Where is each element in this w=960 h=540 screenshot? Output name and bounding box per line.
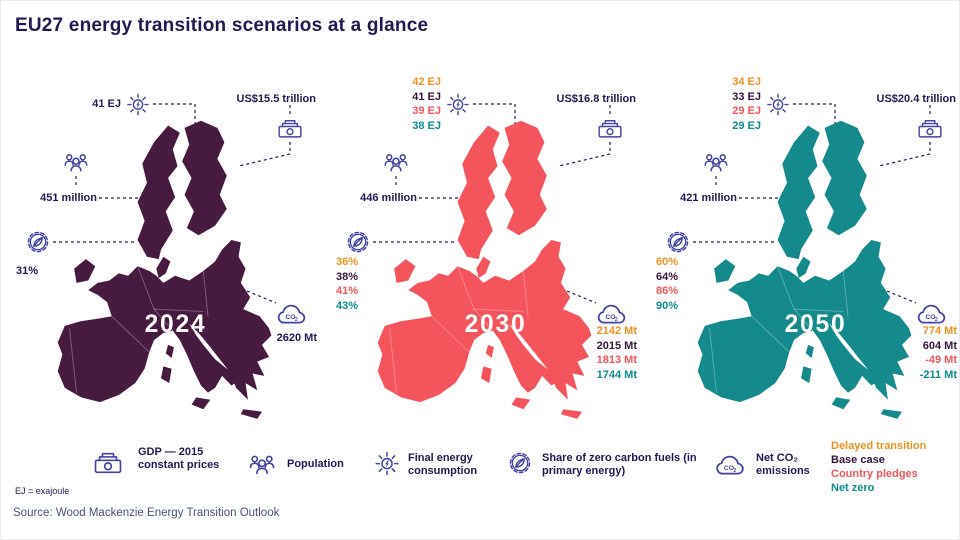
energy-value-base: 41 EJ <box>92 98 121 110</box>
co2-emission-values: 2620 Mt <box>239 331 317 346</box>
co2-icon <box>713 451 747 478</box>
co2-value-pledges: 1813 Mt <box>596 354 637 366</box>
zero-carbon-icon <box>344 228 372 256</box>
gdp-value: US$15.5 trillion <box>236 93 316 105</box>
co2-value-base: 604 Mt <box>922 339 957 352</box>
gdp-icon <box>917 115 943 141</box>
legend-co2-label: Net CO₂ emissions <box>756 452 810 477</box>
population-value: 421 million <box>680 192 737 204</box>
gdp-icon <box>597 115 623 141</box>
legend-gdp-label: GDP — 2015 constant prices <box>138 446 220 471</box>
share-value-delayed: 60% <box>656 256 679 268</box>
co2-icon <box>595 300 628 327</box>
zero-carbon-icon <box>664 228 692 256</box>
share-value-base: 64% <box>656 270 679 283</box>
share-value-base: 38% <box>336 270 359 283</box>
co2-value-netzero: 1744 Mt <box>596 368 637 381</box>
eu27-map-2050: 2050 <box>697 120 912 420</box>
energy-consumption-values: 34 EJ 33 EJ 29 EJ 29 EJ <box>699 75 761 133</box>
population-icon <box>382 147 410 175</box>
share-value-delayed: 36% <box>336 256 359 268</box>
scenario-legend: Delayed transition Base case Country ple… <box>831 439 926 495</box>
population-icon <box>702 147 730 175</box>
share-value-netzero: 43% <box>336 299 359 312</box>
energy-value-pledges: 29 EJ <box>732 105 761 117</box>
gdp-icon <box>277 115 303 141</box>
energy-value-pledges: 39 EJ <box>412 105 441 117</box>
share-value-base: 31% <box>16 265 39 277</box>
energy-value-delayed: 34 EJ <box>732 76 761 88</box>
eu27-map-2030: 2030 <box>377 120 592 420</box>
co2-value-netzero: -211 Mt <box>919 368 957 381</box>
footnote: EJ = exajoule <box>15 486 70 496</box>
energy-value-base: 33 EJ <box>732 90 761 103</box>
energy-value-netzero: 29 EJ <box>732 119 761 132</box>
year-label: 2024 <box>145 311 207 338</box>
co2-value-base: 2015 Mt <box>596 339 637 352</box>
zero-carbon-icon <box>506 449 534 477</box>
population-value: 451 million <box>40 192 97 204</box>
co2-icon <box>915 300 948 327</box>
year-label: 2050 <box>785 311 847 338</box>
energy-icon <box>445 91 471 117</box>
co2-value-delayed: 2142 Mt <box>596 325 637 337</box>
energy-icon <box>765 91 791 117</box>
panel-2050: 2050 34 EJ 33 EJ 29 EJ 29 EJ US$20.4 tri… <box>641 1 959 446</box>
energy-consumption-values: 42 EJ 41 EJ 39 EJ 38 EJ <box>379 75 441 133</box>
share-value-pledges: 41% <box>336 285 359 297</box>
energy-icon <box>373 449 401 477</box>
share-value-pledges: 86% <box>656 285 679 297</box>
scenario-base-case: Base case <box>831 454 885 466</box>
co2-emission-values: 2142 Mt 2015 Mt 1813 Mt 1744 Mt <box>559 324 637 382</box>
gdp-value: US$16.8 trillion <box>556 93 636 105</box>
co2-value-pledges: -49 Mt <box>925 354 957 366</box>
energy-value-netzero: 38 EJ <box>412 119 441 132</box>
energy-value-delayed: 42 EJ <box>412 76 441 88</box>
legend-energy-label: Final energy consumption <box>408 452 478 477</box>
population-value: 446 million <box>360 192 417 204</box>
energy-icon <box>125 91 151 117</box>
energy-consumption-values: 41 EJ <box>59 97 121 112</box>
scenario-delayed-transition: Delayed transition <box>831 440 927 452</box>
co2-value-delayed: 774 Mt <box>922 325 957 337</box>
gdp-value: US$20.4 trillion <box>876 93 956 105</box>
year-label: 2030 <box>465 311 527 338</box>
source-line: Source: Wood Mackenzie Energy Transition… <box>13 507 280 519</box>
scenario-country-pledges: Country pledges <box>831 468 918 480</box>
gdp-icon <box>93 447 123 477</box>
co2-emission-values: 774 Mt 604 Mt -49 Mt -211 Mt <box>879 324 957 382</box>
panel-2030: 2030 42 EJ 41 EJ 39 EJ 38 EJ US$16.8 tri… <box>321 1 641 446</box>
zero-carbon-icon <box>24 228 52 256</box>
zero-carbon-share-values: 31% <box>16 264 88 279</box>
population-icon <box>247 448 277 478</box>
co2-value-base: 2620 Mt <box>276 332 317 344</box>
energy-value-base: 41 EJ <box>412 90 441 103</box>
page-title: EU27 energy transition scenarios at a gl… <box>15 15 429 36</box>
co2-icon <box>275 300 308 327</box>
zero-carbon-share-values: 60% 64% 86% 90% <box>656 255 728 313</box>
legend-population-label: Population <box>287 458 344 470</box>
scenario-net-zero: Net zero <box>831 482 875 494</box>
panel-2024: 2024 41 EJ US$15.5 trillion 451 million … <box>1 1 321 446</box>
eu27-map-2024: 2024 <box>57 120 272 420</box>
share-value-netzero: 90% <box>656 299 679 312</box>
legend-zero-carbon-label: Share of zero carbon fuels (in primary e… <box>542 452 697 477</box>
population-icon <box>62 147 90 175</box>
zero-carbon-share-values: 36% 38% 41% 43% <box>336 255 408 313</box>
